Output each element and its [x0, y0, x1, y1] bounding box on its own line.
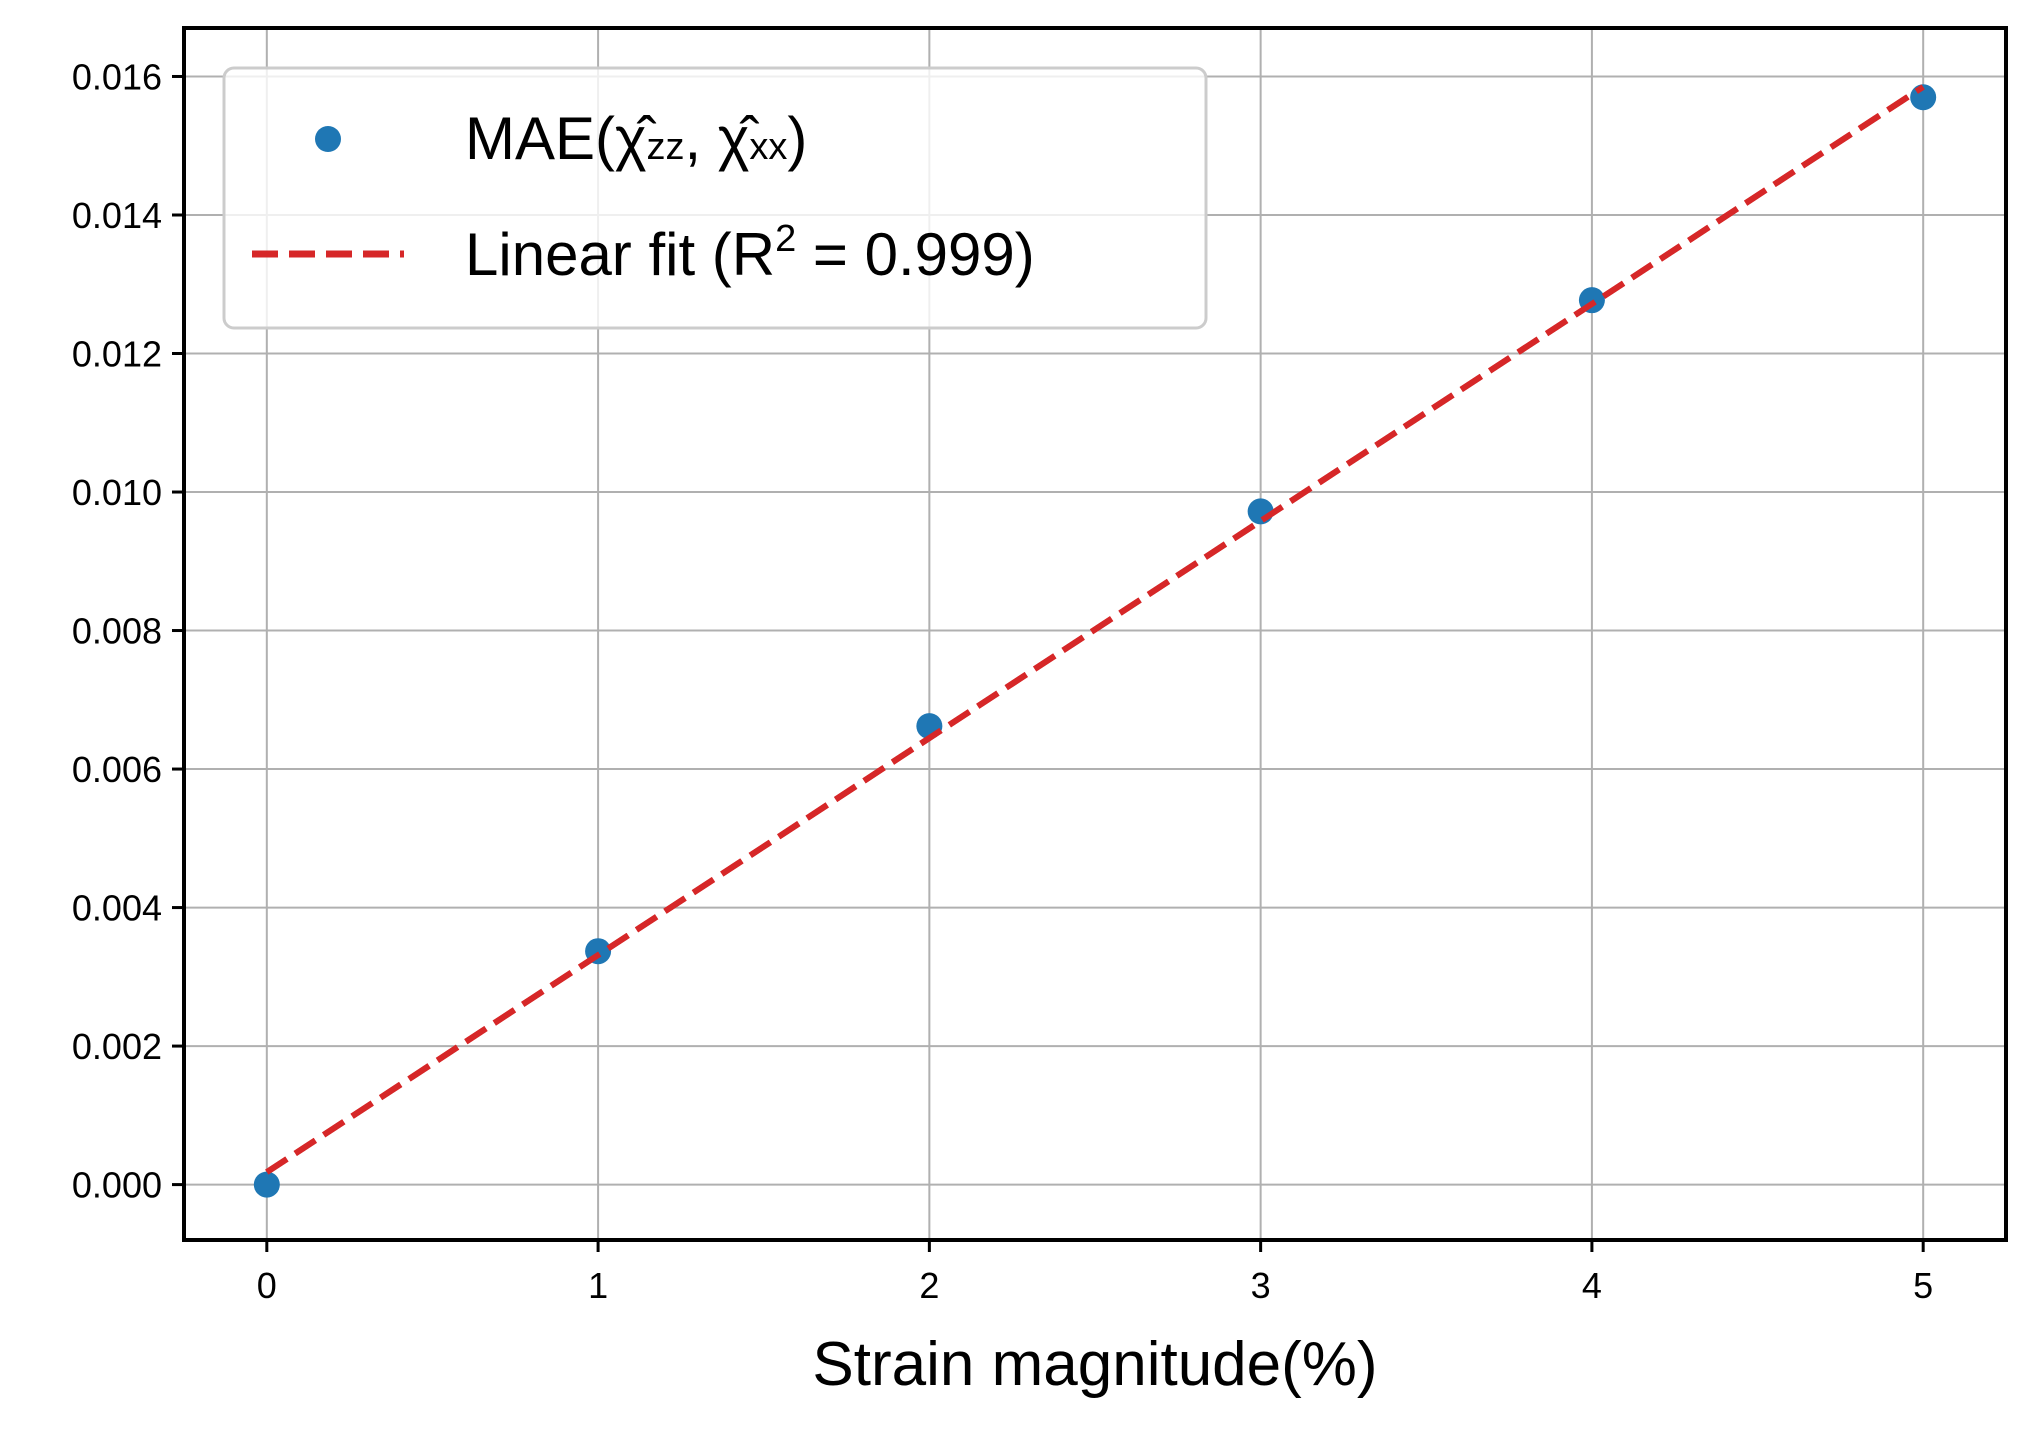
series-layer: [253, 84, 1937, 1198]
legend-label-mae: MAE(χ̂zz, χ̂xx): [465, 105, 807, 172]
y-tick-label-0: 0.000: [72, 1165, 162, 1206]
y-tick-label-7: 0.014: [72, 195, 162, 236]
y-tick-label-2: 0.004: [72, 888, 162, 929]
legend-marker-mae: [315, 126, 341, 152]
plot-frame: [182, 26, 2008, 1242]
x-tick-label-0: 0: [257, 1265, 277, 1306]
y-tick-label-8: 0.016: [72, 56, 162, 97]
legend: MAE(χ̂zz, χ̂xx) Linear fit (R2 = 0.999): [222, 66, 1208, 330]
legend-label-fit: Linear fit (R2 = 0.999): [465, 218, 1035, 288]
data-point-3: [1247, 498, 1274, 525]
y-tick-label-6: 0.012: [72, 334, 162, 375]
axis-ticks: 0 1 2 3 4 5 0.000 0.002 0.004 0.006 0.008 0.010 0.01…: [72, 56, 1933, 1306]
x-tick-label-5: 5: [1913, 1265, 1933, 1306]
y-tick-label-5: 0.010: [72, 472, 162, 513]
y-tick-label-1: 0.002: [72, 1026, 162, 1067]
x-tick-label-4: 4: [1582, 1265, 1602, 1306]
x-tick-label-3: 3: [1251, 1265, 1271, 1306]
y-tick-label-4: 0.008: [72, 611, 162, 652]
x-tick-label-2: 2: [919, 1265, 939, 1306]
x-tick-label-1: 1: [588, 1265, 608, 1306]
data-point-0: [253, 1171, 280, 1198]
y-tick-label-3: 0.006: [72, 749, 162, 790]
x-axis-label: Strain magnitude(%): [812, 1330, 1377, 1399]
fit-line-overlay-0: [265, 84, 1925, 1175]
legend-box: [222, 66, 1208, 330]
